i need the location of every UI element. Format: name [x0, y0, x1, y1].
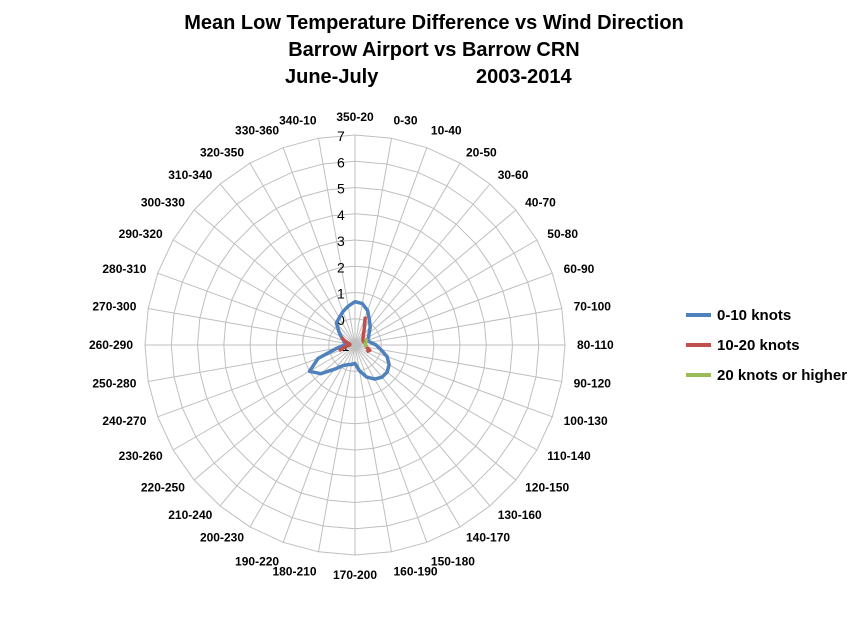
category-label: 310-340 — [168, 168, 212, 182]
category-label: 140-170 — [466, 530, 510, 544]
radial-tick-label: 6 — [337, 154, 345, 170]
category-label: 110-140 — [547, 449, 591, 463]
category-label: 230-260 — [119, 449, 163, 463]
category-label: 120-150 — [525, 481, 569, 495]
radial-tick-label: 3 — [337, 233, 345, 249]
radial-tick-label: 2 — [337, 259, 345, 275]
radial-tick-label: 1 — [337, 286, 345, 302]
category-label: 210-240 — [168, 508, 212, 522]
category-label: 250-280 — [92, 377, 136, 391]
category-label: 290-320 — [119, 227, 163, 241]
grid-spoke-22 — [219, 344, 356, 507]
series-line-1-segment-0 — [361, 316, 372, 354]
category-label: 330-360 — [235, 123, 279, 137]
grid-spoke-8 — [354, 308, 562, 346]
grid-spoke-31 — [193, 209, 356, 346]
legend-item: 10-20 knots — [686, 330, 847, 360]
grid-spoke-6 — [354, 239, 538, 346]
category-label: 50-80 — [547, 227, 578, 241]
category-label: 260-290 — [89, 338, 133, 352]
chart-title-line2: Barrow Airport vs Barrow CRN — [288, 39, 580, 61]
category-label: 90-120 — [574, 377, 612, 391]
legend-item: 20 knots or higher — [686, 360, 847, 390]
grid-spoke-28 — [148, 308, 356, 346]
category-label: 350-20 — [336, 110, 374, 124]
category-label: 270-300 — [92, 300, 136, 314]
grid-spoke-35 — [318, 138, 356, 346]
grid-spoke-12 — [354, 344, 538, 451]
category-label: 70-100 — [574, 300, 612, 314]
category-label: 340-10 — [279, 113, 317, 127]
grid-spoke-1 — [354, 138, 392, 346]
chart-title-months: June-July — [285, 66, 379, 88]
category-label: 0-30 — [394, 113, 418, 127]
category-label: 180-210 — [272, 565, 316, 579]
category-label: 60-90 — [564, 262, 595, 276]
chart-title: Mean Low Temperature Difference vs Wind … — [0, 10, 868, 91]
grid-spoke-14 — [354, 344, 491, 507]
grid-spoke-10 — [354, 344, 562, 382]
legend-label: 20 knots or higher — [717, 366, 848, 384]
category-label: 100-130 — [564, 414, 608, 428]
legend-label: 10-20 knots — [717, 336, 800, 354]
chart-title-line1: Mean Low Temperature Difference vs Wind … — [184, 12, 684, 34]
grid-spoke-7 — [354, 272, 553, 346]
category-label: 320-350 — [200, 146, 244, 160]
grid-spoke-15 — [354, 344, 461, 528]
category-label: 190-220 — [235, 555, 279, 569]
category-label: 30-60 — [498, 168, 529, 182]
grid-spoke-20 — [282, 344, 356, 543]
chart-legend: 0-10 knots 10-20 knots 20 knots or higher — [686, 300, 847, 390]
series-line-1-segment-1 — [337, 335, 352, 353]
grid-spoke-30 — [172, 239, 356, 346]
category-label: 220-250 — [141, 481, 185, 495]
category-label: 160-190 — [394, 565, 438, 579]
grid-spoke-4 — [354, 183, 491, 346]
category-label: 170-200 — [333, 568, 377, 582]
grid-spoke-17 — [354, 344, 392, 552]
grid-spoke-32 — [219, 183, 356, 346]
grid-spoke-13 — [354, 344, 517, 481]
grid-spoke-24 — [172, 344, 356, 451]
grid-spoke-29 — [157, 272, 356, 346]
series-line-2-segment-0 — [363, 338, 369, 348]
grid-spoke-26 — [148, 344, 356, 382]
category-label: 240-270 — [102, 414, 146, 428]
grid-spoke-23 — [193, 344, 356, 481]
category-label: 40-70 — [525, 195, 556, 209]
grid-spoke-5 — [354, 209, 517, 346]
legend-swatch — [686, 373, 711, 377]
grid-spoke-19 — [318, 344, 356, 552]
category-label: 20-50 — [466, 146, 497, 160]
category-label: 10-40 — [431, 123, 462, 137]
category-label: 80-110 — [577, 338, 614, 352]
category-label: 150-180 — [431, 555, 475, 569]
grid-spoke-21 — [249, 344, 356, 528]
radial-tick-label: 0 — [337, 312, 345, 328]
category-label: 300-330 — [141, 195, 185, 209]
chart-title-years: 2003-2014 — [476, 66, 572, 88]
grid-spoke-3 — [354, 162, 461, 346]
chart-title-line3: June-July 2003-2014 — [0, 64, 868, 91]
category-label: 200-230 — [200, 530, 244, 544]
radial-tick-label: 5 — [337, 181, 345, 197]
radial-tick-label: 4 — [337, 207, 345, 223]
radial-tick-label: 7 — [337, 128, 345, 144]
legend-item: 0-10 knots — [686, 300, 847, 330]
legend-swatch — [686, 313, 711, 317]
grid-spoke-33 — [249, 162, 356, 346]
legend-label: 0-10 knots — [717, 306, 792, 324]
legend-swatch — [686, 343, 711, 347]
category-label: 130-160 — [498, 508, 542, 522]
category-label: 280-310 — [102, 262, 146, 276]
